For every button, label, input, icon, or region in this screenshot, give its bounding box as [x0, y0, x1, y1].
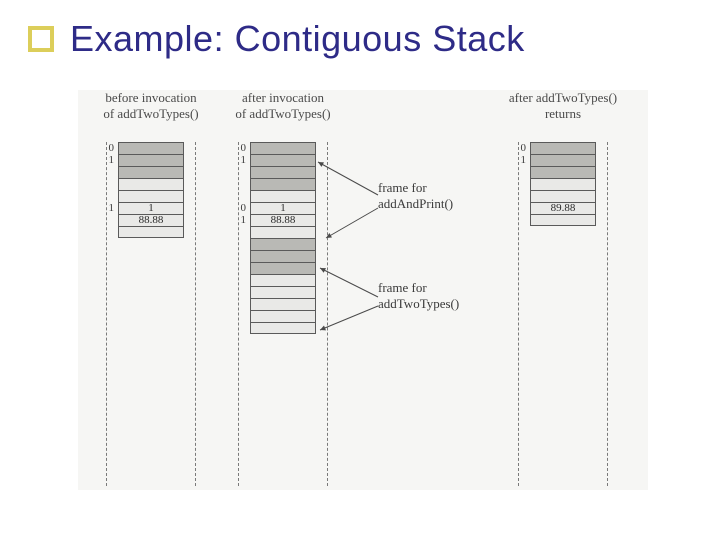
stack-cell	[118, 142, 184, 154]
stack-cell	[530, 190, 596, 202]
frame-label-line: addTwoTypes()	[378, 296, 459, 311]
stack-index-label: 1	[508, 154, 526, 166]
stack-index-label: 0	[96, 142, 114, 154]
stack-cell	[250, 322, 316, 334]
stack-cell	[250, 226, 316, 238]
stack-cell	[250, 262, 316, 274]
stack-cell: 88.88	[118, 214, 184, 226]
stack-frame: 89.88	[530, 142, 596, 226]
caption-line: after invocation	[242, 90, 324, 105]
stack-cell	[250, 142, 316, 154]
stack-frame: 188.88	[250, 142, 316, 334]
stack-index-label: 0	[228, 142, 246, 154]
stack-cell	[118, 226, 184, 238]
stack-cell	[530, 214, 596, 226]
stack-cell: 1	[118, 202, 184, 214]
stack-cell	[250, 166, 316, 178]
stack-cell	[250, 286, 316, 298]
stack-cell	[250, 298, 316, 310]
stack-cell-value: 1	[119, 202, 183, 214]
caption-line: returns	[545, 106, 581, 121]
stack-cell-value: 88.88	[119, 214, 183, 226]
stack-cell: 89.88	[530, 202, 596, 214]
stack-cell	[250, 178, 316, 190]
caption-line: before invocation	[105, 90, 196, 105]
stack-index-label: 1	[96, 202, 114, 214]
stack-cell-value: 88.88	[251, 214, 315, 226]
stack-diagram-figure: before invocationof addTwoTypes()011188.…	[78, 90, 648, 490]
title-bullet-icon	[28, 26, 54, 52]
frame-label: frame foraddAndPrint()	[378, 180, 453, 213]
stack-cell	[250, 238, 316, 250]
stack-cell	[250, 310, 316, 322]
stack-cell	[250, 190, 316, 202]
stack-cell	[530, 166, 596, 178]
stack-index-label: 1	[228, 154, 246, 166]
stack-cell	[250, 154, 316, 166]
stack-cell	[530, 178, 596, 190]
stack-cell	[118, 166, 184, 178]
stack-cell	[118, 154, 184, 166]
stack-cell	[118, 178, 184, 190]
caption-line: of addTwoTypes()	[103, 106, 198, 121]
stack-index-label: 0	[228, 202, 246, 214]
caption-line: after addTwoTypes()	[509, 90, 617, 105]
frame-label: frame foraddTwoTypes()	[378, 280, 459, 313]
frame-label-line: frame for	[378, 280, 427, 295]
stack-frame: 188.88	[118, 142, 184, 238]
stack-cell: 1	[250, 202, 316, 214]
stack-cell	[530, 142, 596, 154]
stack-cell: 88.88	[250, 214, 316, 226]
stack-index-label: 0	[508, 142, 526, 154]
frame-label-line: frame for	[378, 180, 427, 195]
column-caption: after invocationof addTwoTypes()	[218, 90, 348, 123]
slide-title-bar: Example: Contiguous Stack	[28, 18, 525, 60]
stack-cell-value: 1	[251, 202, 315, 214]
stack-cell	[118, 190, 184, 202]
frame-label-line: addAndPrint()	[378, 196, 453, 211]
arrow-icon	[320, 202, 384, 244]
stack-index-label: 1	[96, 154, 114, 166]
slide-title: Example: Contiguous Stack	[70, 18, 525, 60]
stack-index-label: 1	[228, 214, 246, 226]
column-caption: before invocationof addTwoTypes()	[86, 90, 216, 123]
stack-cell	[250, 250, 316, 262]
stack-cell-value: 89.88	[531, 202, 595, 214]
stack-cell	[250, 274, 316, 286]
stack-cell	[530, 154, 596, 166]
column-caption: after addTwoTypes()returns	[498, 90, 628, 123]
caption-line: of addTwoTypes()	[235, 106, 330, 121]
